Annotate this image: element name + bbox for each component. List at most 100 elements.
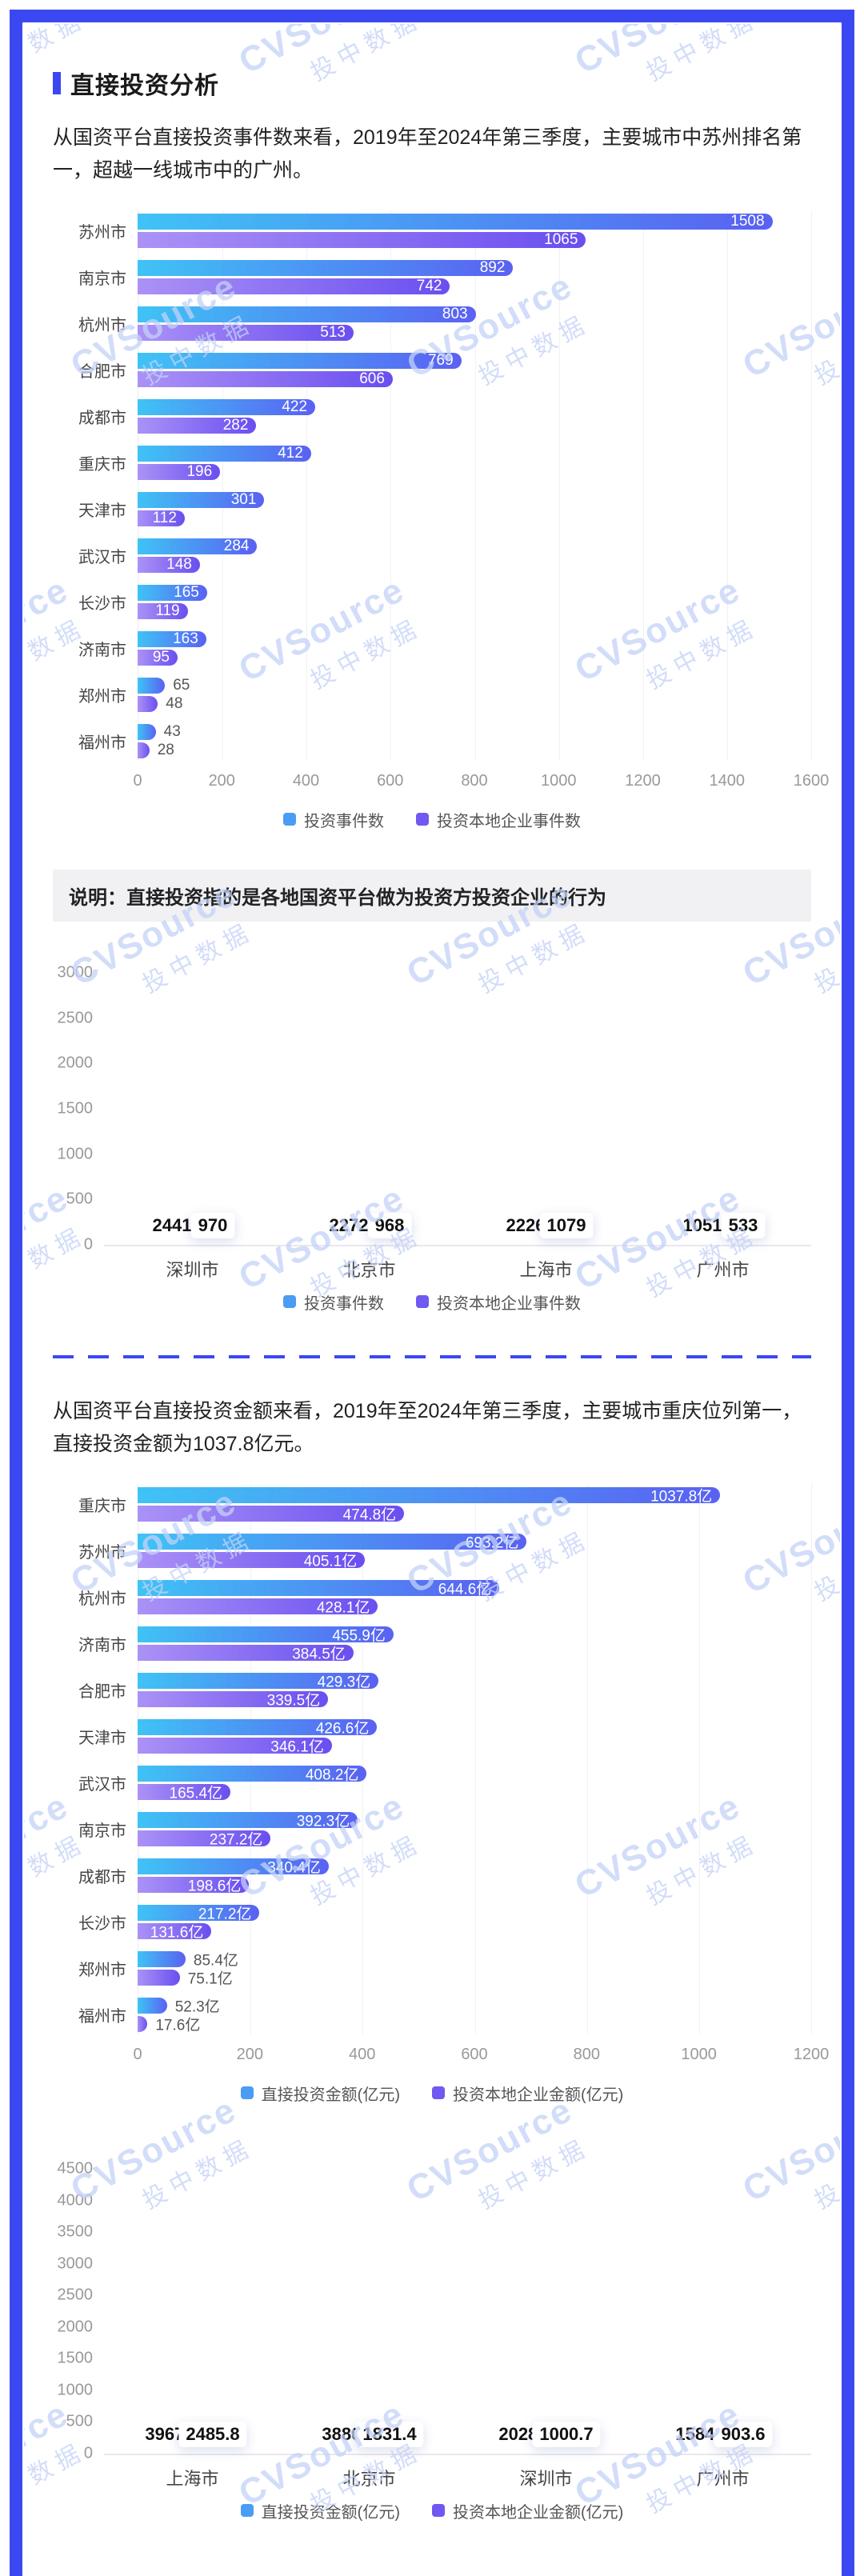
legend-item: 投资本地企业事件数: [416, 1290, 581, 1314]
bar-value-label: 644.6亿: [438, 1581, 492, 1598]
axis-tick-label: 1000: [57, 2381, 94, 2399]
legend-swatch: [432, 2086, 445, 2099]
bar: 429.3亿: [138, 1672, 379, 1690]
chart-row: 济南市 455.9亿 384.5亿: [53, 1620, 811, 1666]
bar-track: 198.6亿: [138, 1876, 811, 1894]
x-axis: 上海市 北京市 深圳市 广州市: [104, 2455, 811, 2490]
bar-value-label: 392.3亿: [296, 1813, 350, 1830]
axis-tick-label: 400: [348, 2046, 376, 2063]
bar: [138, 1950, 186, 1967]
bar-track: 474.8亿: [138, 1505, 811, 1523]
legend-item: 投资本地企业金额(亿元): [432, 2082, 623, 2105]
x-axis: 深圳市 北京市 上海市 广州市: [104, 1246, 811, 1282]
bar-track: 148: [138, 555, 811, 573]
legend-item: 投资事件数: [283, 808, 384, 831]
bar: 148: [138, 555, 200, 573]
bar-group: 803 513: [138, 306, 811, 341]
chart-row: 长沙市 165 119: [53, 578, 811, 625]
bar-value-label: 339.5亿: [266, 1692, 321, 1709]
axis-tick-label: 4500: [57, 2159, 94, 2178]
bar-value-label: 165.4亿: [169, 1785, 223, 1802]
bar-value-label: 693.2亿: [465, 1534, 519, 1551]
bar-track: 405.1亿: [138, 1551, 811, 1570]
bar-track: 217.2亿: [138, 1904, 811, 1922]
gridline: [642, 210, 644, 761]
gridline: [811, 1484, 812, 2034]
bar-group: 408.2亿 165.4亿: [138, 1765, 811, 1802]
axis-tick-label: 1400: [709, 772, 746, 790]
axis-tick-label: 1200: [625, 772, 661, 790]
category-label: 深圳市: [166, 1260, 219, 1280]
legend-label: 投资事件数: [304, 812, 384, 830]
bar-group: 455.9亿 384.5亿: [138, 1626, 811, 1662]
bar: 1037.8亿: [138, 1486, 721, 1505]
axis-tick-label: 0: [83, 2444, 93, 2462]
bar: 392.3亿: [138, 1811, 358, 1830]
legend-item: 投资事件数: [283, 1290, 384, 1314]
axis-tick-label: 3000: [57, 2254, 94, 2273]
axis-tick-label: 1600: [793, 772, 830, 790]
bar-value-label: 85.4亿: [193, 1952, 238, 1969]
chart-row: 南京市 892 742: [53, 254, 811, 300]
chart-row: 天津市 301 112: [53, 486, 811, 532]
bar-value-label: 284: [223, 537, 250, 554]
bar-track: 1508: [138, 213, 811, 230]
bar-track: 85.4亿: [138, 1950, 811, 1969]
bar: 742: [138, 278, 450, 294]
bar-value-label: 2272: [322, 1213, 376, 1238]
category-label: 武汉市: [78, 1775, 126, 1794]
bar-track: 119: [138, 602, 811, 619]
bar-track: 28: [138, 742, 811, 758]
bar-track: 412: [138, 445, 811, 462]
bar-track: 196: [138, 463, 811, 480]
axis-tick-label: 500: [66, 2412, 93, 2430]
axis-tick-label: 1500: [57, 2349, 94, 2367]
bar-value-label: 163: [173, 630, 198, 647]
chart-row: 合肥市 429.3亿 339.5亿: [53, 1666, 811, 1713]
bar-group: 693.2亿 405.1亿: [138, 1533, 811, 1570]
category-label: 天津市: [78, 502, 126, 520]
bar: 165.4亿: [138, 1783, 231, 1802]
chart-plot-area: 0 500 1000 1500 2000 2500 3000 2441 970 2272 968 22…: [58, 964, 811, 1254]
intro-paragraph-2: 从国资平台直接投资金额来看，2019年至2024年第三季度，主要城市重庆位列第一…: [53, 1400, 802, 1455]
bar-group: 217.2亿 131.6亿: [138, 1904, 811, 1941]
bar-value-label: 148: [166, 555, 192, 573]
gridline: [474, 1484, 476, 2034]
section-title: 直接投资分析: [70, 73, 219, 99]
bar-value-label: 198.6亿: [187, 1878, 242, 1894]
bar-track: 384.5亿: [138, 1644, 811, 1662]
bar: 408.2亿: [138, 1765, 367, 1783]
bar-value-label: 346.1亿: [270, 1738, 324, 1755]
category-label: 福州市: [78, 2007, 126, 2026]
x-axis: 0 200 400 600 800 1000 1200: [133, 2038, 829, 2073]
legend-label: 直接投资金额(亿元): [261, 2503, 400, 2522]
axis-tick-label: 4000: [57, 2191, 94, 2210]
bar: 384.5亿: [138, 1644, 354, 1662]
legend-swatch: [283, 813, 296, 826]
chart-row: 合肥市 769 606: [53, 346, 811, 393]
bar-track: 803: [138, 306, 811, 322]
bar-group: 429.3亿 339.5亿: [138, 1672, 811, 1709]
bar: 112: [138, 510, 185, 526]
gridline: [250, 1484, 252, 2034]
bar-value-label: 2441: [145, 1213, 199, 1238]
gridline: [306, 210, 308, 761]
chart-plot-area: 苏州市 1508 1065 南京市 892 742 杭州市 803 513 合肥市 769 606 成都…: [53, 207, 812, 764]
axis-tick-label: 2000: [57, 2318, 94, 2336]
chart-plot-area: 重庆市 1037.8亿 474.8亿 苏州市 693.2亿 405.1亿 杭州市 644.6亿…: [53, 1481, 812, 2038]
bar: [138, 1997, 167, 2014]
chart-row: 天津市 426.6亿 346.1亿: [53, 1713, 811, 1759]
watermark-text: 投中数据: [810, 2134, 840, 2214]
bar-value-label: 892: [479, 258, 506, 276]
chart-legend: 投资事件数 投资本地企业事件数: [53, 807, 811, 831]
category-label: 合肥市: [78, 362, 126, 381]
legend-label: 投资本地企业金额(亿元): [453, 2503, 624, 2522]
gridline: [726, 210, 728, 761]
bar-group: 165 119: [138, 584, 811, 619]
gridline: [474, 210, 476, 761]
legend-swatch: [416, 813, 429, 826]
axis-tick-label: 0: [83, 1235, 93, 1254]
legend-item: 投资本地企业事件数: [416, 808, 581, 831]
chart-row: 重庆市 412 196: [53, 439, 811, 486]
bar: 693.2亿: [138, 1533, 527, 1551]
